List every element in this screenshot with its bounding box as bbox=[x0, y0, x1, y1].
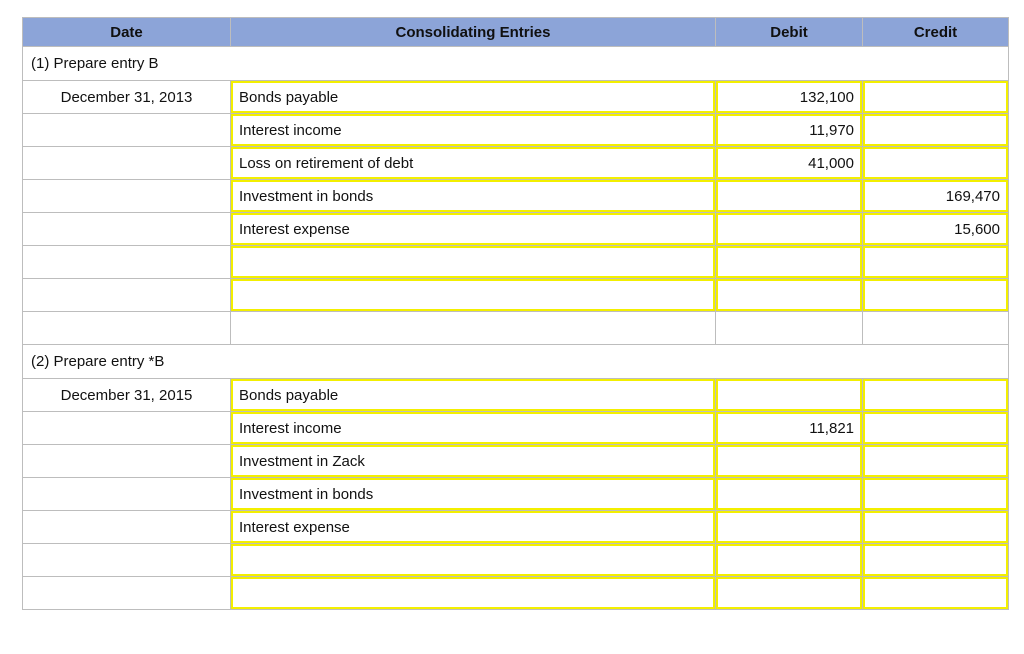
date-cell: December 31, 2013 bbox=[22, 80, 231, 114]
credit-input-cell[interactable] bbox=[862, 444, 1009, 478]
entry-input-cell[interactable]: Loss on retirement of debt bbox=[230, 146, 716, 180]
section-1-title: (1) Prepare entry B bbox=[22, 46, 1009, 81]
spacer-row bbox=[22, 311, 1009, 345]
table-row bbox=[22, 543, 1009, 577]
debit-input-cell[interactable] bbox=[715, 477, 863, 511]
date-cell bbox=[22, 411, 231, 445]
debit-input-cell[interactable] bbox=[715, 510, 863, 544]
date-cell bbox=[22, 278, 231, 312]
date-cell: December 31, 2015 bbox=[22, 378, 231, 412]
debit-input-cell[interactable]: 11,970 bbox=[715, 113, 863, 147]
entry-input-cell[interactable]: Investment in bonds bbox=[230, 477, 716, 511]
credit-input-cell[interactable] bbox=[862, 411, 1009, 445]
entry-input-cell[interactable]: Interest income bbox=[230, 411, 716, 445]
entry-cell bbox=[230, 311, 716, 345]
entry-input-cell[interactable]: Investment in bonds bbox=[230, 179, 716, 213]
table-row: Investment in Zack bbox=[22, 444, 1009, 478]
entry-input-cell[interactable]: Bonds payable bbox=[230, 80, 716, 114]
credit-input-cell[interactable] bbox=[862, 278, 1009, 312]
debit-cell bbox=[715, 311, 863, 345]
debit-input-cell[interactable] bbox=[715, 245, 863, 279]
entry-input-cell[interactable]: Interest expense bbox=[230, 212, 716, 246]
column-header-debit: Debit bbox=[715, 17, 863, 47]
date-cell bbox=[22, 311, 231, 345]
table-row bbox=[22, 278, 1009, 312]
debit-input-cell[interactable]: 41,000 bbox=[715, 146, 863, 180]
entry-input-cell[interactable]: Interest expense bbox=[230, 510, 716, 544]
credit-input-cell[interactable] bbox=[862, 510, 1009, 544]
credit-input-cell[interactable] bbox=[862, 576, 1009, 610]
table-row: Investment in bonds bbox=[22, 477, 1009, 511]
entry-input-cell[interactable]: Investment in Zack bbox=[230, 444, 716, 478]
table-row: Investment in bonds 169,470 bbox=[22, 179, 1009, 213]
table-row bbox=[22, 576, 1009, 610]
debit-input-cell[interactable] bbox=[715, 444, 863, 478]
entry-input-cell[interactable] bbox=[230, 245, 716, 279]
debit-input-cell[interactable] bbox=[715, 576, 863, 610]
table-row: Interest expense 15,600 bbox=[22, 212, 1009, 246]
section-2-title: (2) Prepare entry *B bbox=[22, 344, 1009, 379]
column-header-credit: Credit bbox=[862, 17, 1009, 47]
credit-input-cell[interactable]: 169,470 bbox=[862, 179, 1009, 213]
debit-input-cell[interactable] bbox=[715, 179, 863, 213]
table-row: December 31, 2013 Bonds payable 132,100 bbox=[22, 80, 1009, 114]
section-1-title-row: (1) Prepare entry B bbox=[22, 46, 1009, 81]
date-cell bbox=[22, 212, 231, 246]
debit-input-cell[interactable] bbox=[715, 378, 863, 412]
credit-input-cell[interactable] bbox=[862, 378, 1009, 412]
debit-input-cell[interactable] bbox=[715, 278, 863, 312]
table-row: Interest income 11,821 bbox=[22, 411, 1009, 445]
date-cell bbox=[22, 543, 231, 577]
debit-input-cell[interactable]: 132,100 bbox=[715, 80, 863, 114]
credit-input-cell[interactable]: 15,600 bbox=[862, 212, 1009, 246]
table-row: Interest expense bbox=[22, 510, 1009, 544]
table-row bbox=[22, 245, 1009, 279]
credit-input-cell[interactable] bbox=[862, 245, 1009, 279]
table-header-row: Date Consolidating Entries Debit Credit bbox=[22, 17, 1009, 47]
date-cell bbox=[22, 179, 231, 213]
entry-input-cell[interactable]: Interest income bbox=[230, 113, 716, 147]
entry-input-cell[interactable]: Bonds payable bbox=[230, 378, 716, 412]
date-cell bbox=[22, 477, 231, 511]
date-cell bbox=[22, 245, 231, 279]
section-2-title-row: (2) Prepare entry *B bbox=[22, 344, 1009, 379]
date-cell bbox=[22, 576, 231, 610]
credit-cell bbox=[862, 311, 1009, 345]
debit-input-cell[interactable] bbox=[715, 543, 863, 577]
credit-input-cell[interactable] bbox=[862, 80, 1009, 114]
credit-input-cell[interactable] bbox=[862, 477, 1009, 511]
debit-input-cell[interactable] bbox=[715, 212, 863, 246]
entry-input-cell[interactable] bbox=[230, 576, 716, 610]
consolidating-entries-table: Date Consolidating Entries Debit Credit … bbox=[22, 17, 1009, 610]
consolidating-entries-worksheet: Date Consolidating Entries Debit Credit … bbox=[22, 17, 1009, 610]
debit-input-cell[interactable]: 11,821 bbox=[715, 411, 863, 445]
entry-input-cell[interactable] bbox=[230, 543, 716, 577]
date-cell bbox=[22, 444, 231, 478]
table-row: Interest income 11,970 bbox=[22, 113, 1009, 147]
date-cell bbox=[22, 113, 231, 147]
credit-input-cell[interactable] bbox=[862, 113, 1009, 147]
date-cell bbox=[22, 510, 231, 544]
column-header-entries: Consolidating Entries bbox=[230, 17, 716, 47]
table-row: Loss on retirement of debt 41,000 bbox=[22, 146, 1009, 180]
table-row: December 31, 2015 Bonds payable bbox=[22, 378, 1009, 412]
credit-input-cell[interactable] bbox=[862, 543, 1009, 577]
column-header-date: Date bbox=[22, 17, 231, 47]
entry-input-cell[interactable] bbox=[230, 278, 716, 312]
credit-input-cell[interactable] bbox=[862, 146, 1009, 180]
date-cell bbox=[22, 146, 231, 180]
